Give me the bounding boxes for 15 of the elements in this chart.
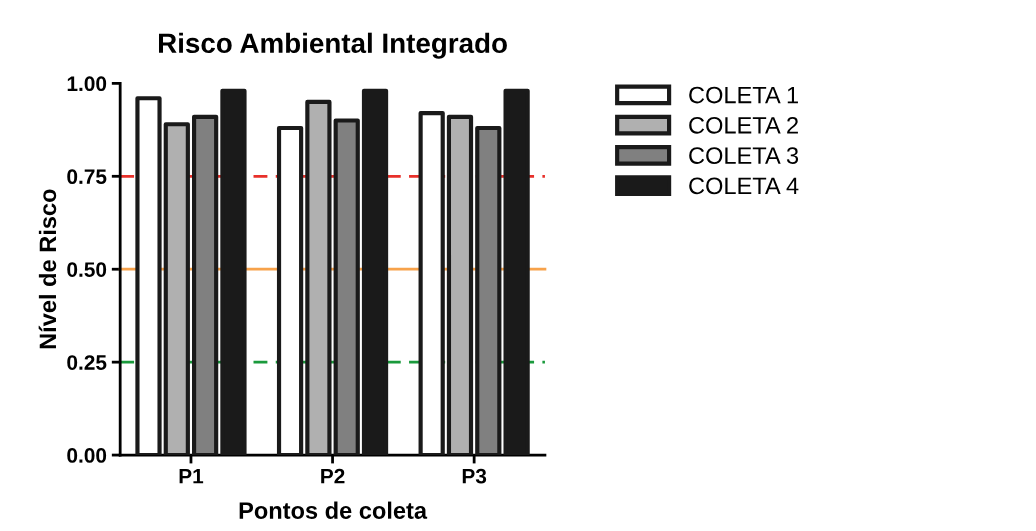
x-tick-label: P2 — [321, 468, 345, 484]
chart-title: Risco Ambiental Integrado — [158, 32, 507, 59]
y-tick-label: 1.00 — [67, 76, 107, 92]
x-tick-label: P1 — [179, 469, 204, 484]
y-tick-label: 0.00 — [67, 448, 107, 463]
legend-label: COLETA 2 — [689, 116, 798, 134]
y-tick-label: 0.75 — [67, 169, 107, 185]
legend-label: COLETA 3 — [689, 147, 799, 164]
y-tick-label: 0.50 — [67, 262, 107, 277]
x-axis-title: Pontos de coleta — [239, 501, 428, 519]
legend-label: COLETA 4 — [689, 177, 799, 195]
y-tick-label: 0.25 — [67, 355, 107, 370]
y-axis-title: Nível de Risco — [38, 189, 57, 349]
x-tick-label: P3 — [462, 468, 487, 484]
legend-label: COLETA 1 — [689, 86, 798, 104]
